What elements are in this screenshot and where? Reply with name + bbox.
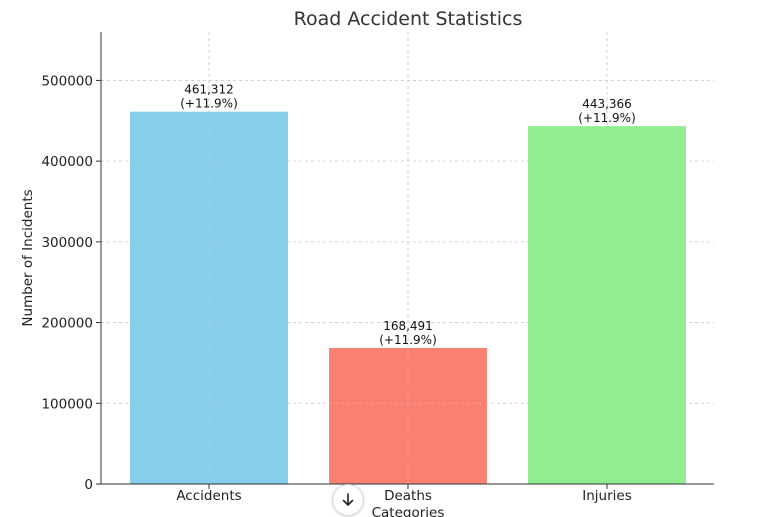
axes: 0 100000 200000 300000 400000 500000 Accidents… (41, 32, 714, 504)
x-tick-label: Injuries (582, 488, 632, 504)
arrow-down-icon (342, 493, 354, 506)
y-tick-label: 500000 (41, 73, 93, 89)
data-label-change: (+11.9%) (180, 97, 238, 111)
data-label-change: (+11.9%) (379, 333, 437, 347)
y-tick-label: 200000 (41, 316, 93, 332)
data-label-value: 168,491 (383, 319, 433, 333)
x-tick-label: Accidents (176, 488, 241, 504)
x-tick-label: Deaths (384, 488, 432, 504)
chart-title: Road Accident Statistics (294, 8, 523, 30)
grid-overlay (101, 32, 714, 484)
y-tick-label: 400000 (41, 154, 93, 170)
x-axis-title: Categories (372, 505, 445, 517)
data-label-change: (+11.9%) (578, 111, 636, 125)
y-tick-label: 100000 (41, 396, 93, 412)
y-axis-title: Number of Incidents (20, 189, 36, 326)
data-labels: 461,312(+11.9%)168,491(+11.9%)443,366(+1… (180, 83, 636, 347)
y-tick-label: 300000 (41, 235, 93, 251)
y-tick-label: 0 (84, 477, 93, 493)
scroll-down-button[interactable] (332, 484, 364, 516)
data-label-value: 461,312 (184, 83, 234, 97)
data-label-value: 443,366 (582, 97, 632, 111)
